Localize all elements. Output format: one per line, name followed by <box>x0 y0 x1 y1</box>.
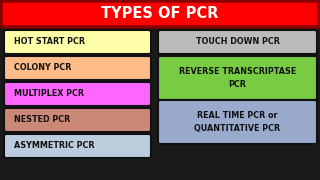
Text: TYPES OF PCR: TYPES OF PCR <box>101 6 219 21</box>
Text: NESTED PCR: NESTED PCR <box>14 116 70 125</box>
Text: MULTIPLEX PCR: MULTIPLEX PCR <box>14 89 84 98</box>
FancyBboxPatch shape <box>4 56 151 80</box>
FancyBboxPatch shape <box>158 100 317 144</box>
Text: HOT START PCR: HOT START PCR <box>14 37 85 46</box>
Text: ASYMMETRIC PCR: ASYMMETRIC PCR <box>14 141 94 150</box>
Text: REAL TIME PCR or
QUANTITATIVE PCR: REAL TIME PCR or QUANTITATIVE PCR <box>195 111 281 133</box>
FancyBboxPatch shape <box>4 30 151 54</box>
FancyBboxPatch shape <box>158 56 317 100</box>
Text: COLONY PCR: COLONY PCR <box>14 64 71 73</box>
Text: REVERSE TRANSCRIPTASE
PCR: REVERSE TRANSCRIPTASE PCR <box>179 67 296 89</box>
FancyBboxPatch shape <box>158 30 317 54</box>
FancyBboxPatch shape <box>1 1 319 27</box>
FancyBboxPatch shape <box>4 134 151 158</box>
Text: TOUCH DOWN PCR: TOUCH DOWN PCR <box>196 37 279 46</box>
FancyBboxPatch shape <box>4 82 151 106</box>
FancyBboxPatch shape <box>4 108 151 132</box>
